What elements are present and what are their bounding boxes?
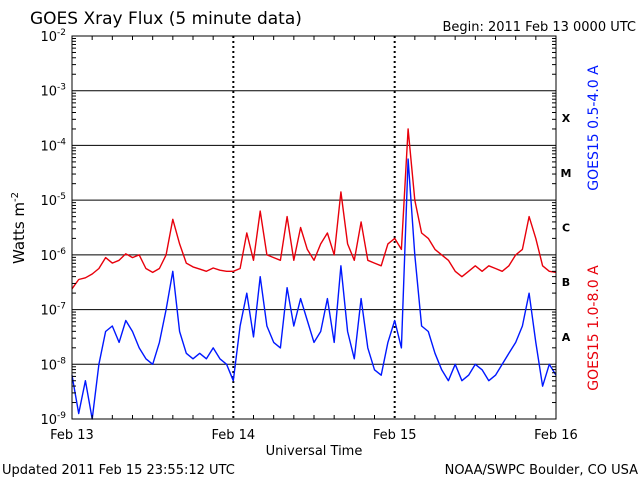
x-tick-label: Feb 16 [534,428,578,443]
x-tick-label: Feb 14 [211,428,255,443]
flare-class-labels: A B C M X [561,112,572,344]
y-tick-label: 10-9 [40,411,66,428]
x-axis-label: Universal Time [266,444,363,459]
y-tick-label: 10-4 [40,137,66,154]
x-tick-label: Feb 15 [373,428,417,443]
flare-class-M: M [561,167,572,180]
y-axis-label: Watts m-2 [10,192,28,264]
x-axis-ticks: Feb 13 Feb 14 Feb 15 Feb 16 [50,36,578,443]
begin-label: Begin: 2011 Feb 13 0000 UTC [442,20,636,35]
series-line-1 [71,128,557,290]
legend-group: GOES15 1.0-8.0 A GOES15 0.5-4.0 A [586,65,602,391]
grid-lines [72,36,556,419]
x-tick-label: Feb 13 [50,428,94,443]
flare-class-C: C [562,222,570,235]
y-axis-ticks: 10-9 10-8 10-7 10-6 10-5 10-4 10-3 10-2 [40,28,556,428]
y-tick-label: 10-2 [40,28,66,45]
y-tick-label: 10-8 [40,356,66,373]
flare-class-A: A [562,331,571,344]
y-tick-label: 10-5 [40,192,66,209]
credit-label: NOAA/SWPC Boulder, CO USA [445,463,638,478]
plot-frame [71,35,557,420]
flare-class-B: B [562,276,570,289]
y-tick-label: 10-6 [40,247,66,264]
updated-timestamp: Updated 2011 Feb 15 23:55:12 UTC [2,463,235,478]
y-axis-label-group: Watts m-2 [10,192,28,264]
legend-series-2: GOES15 0.5-4.0 A [586,65,602,191]
chart-title: GOES Xray Flux (5 minute data) [30,9,302,29]
y-tick-label: 10-3 [40,83,66,100]
series-layer [71,128,557,420]
legend-series-1: GOES15 1.0-8.0 A [586,265,602,391]
y-tick-label: 10-7 [40,302,66,319]
series-line-2 [71,158,557,420]
flare-class-X: X [562,112,571,125]
